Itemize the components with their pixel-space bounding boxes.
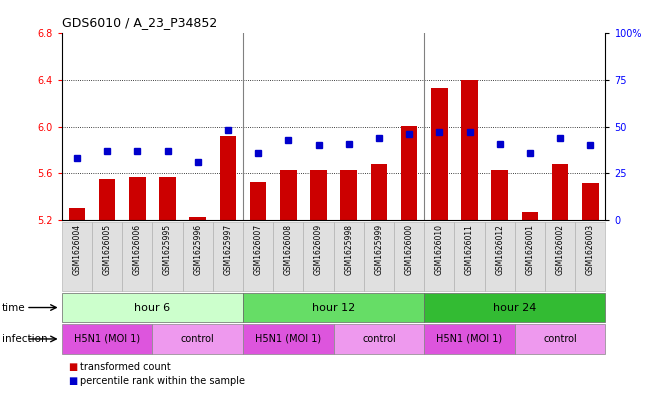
Text: GSM1625996: GSM1625996 [193,224,202,275]
Text: GSM1626000: GSM1626000 [405,224,413,275]
Bar [99,179,115,220]
Text: GSM1626007: GSM1626007 [254,224,262,275]
Text: GSM1625997: GSM1625997 [223,224,232,275]
Text: transformed count: transformed count [80,362,171,372]
Text: H5N1 (MOI 1): H5N1 (MOI 1) [436,334,503,344]
Text: GSM1626012: GSM1626012 [495,224,505,275]
Bar [521,212,538,220]
Bar [492,170,508,220]
Bar [189,217,206,220]
Text: control: control [181,334,215,344]
Text: GSM1626010: GSM1626010 [435,224,444,275]
Text: ■: ■ [68,376,77,386]
Bar [68,208,85,220]
Text: GSM1626008: GSM1626008 [284,224,293,275]
Bar [219,136,236,220]
Text: GDS6010 / A_23_P34852: GDS6010 / A_23_P34852 [62,17,217,29]
Bar [552,164,568,220]
Text: GSM1625995: GSM1625995 [163,224,172,275]
Bar [129,177,146,220]
Text: GSM1626006: GSM1626006 [133,224,142,275]
Text: GSM1626003: GSM1626003 [586,224,595,275]
Text: hour 24: hour 24 [493,303,536,312]
Text: GSM1625999: GSM1625999 [374,224,383,275]
Text: infection: infection [2,334,48,344]
Text: GSM1626011: GSM1626011 [465,224,474,275]
Bar [582,183,599,220]
Text: control: control [543,334,577,344]
Text: hour 6: hour 6 [134,303,171,312]
Bar [340,170,357,220]
Text: GSM1626002: GSM1626002 [556,224,564,275]
Bar [401,126,417,220]
Text: ■: ■ [68,362,77,372]
Bar [431,88,448,220]
Text: GSM1626005: GSM1626005 [103,224,111,275]
Text: control: control [362,334,396,344]
Bar [370,164,387,220]
Text: GSM1626004: GSM1626004 [72,224,81,275]
Bar [280,170,297,220]
Text: H5N1 (MOI 1): H5N1 (MOI 1) [74,334,140,344]
Text: H5N1 (MOI 1): H5N1 (MOI 1) [255,334,322,344]
Text: GSM1625998: GSM1625998 [344,224,353,275]
Text: percentile rank within the sample: percentile rank within the sample [80,376,245,386]
Text: hour 12: hour 12 [312,303,355,312]
Bar [461,80,478,220]
Bar [250,182,266,220]
Bar [311,170,327,220]
Bar [159,177,176,220]
Text: GSM1626009: GSM1626009 [314,224,323,275]
Text: time: time [2,303,25,312]
Text: GSM1626001: GSM1626001 [525,224,534,275]
